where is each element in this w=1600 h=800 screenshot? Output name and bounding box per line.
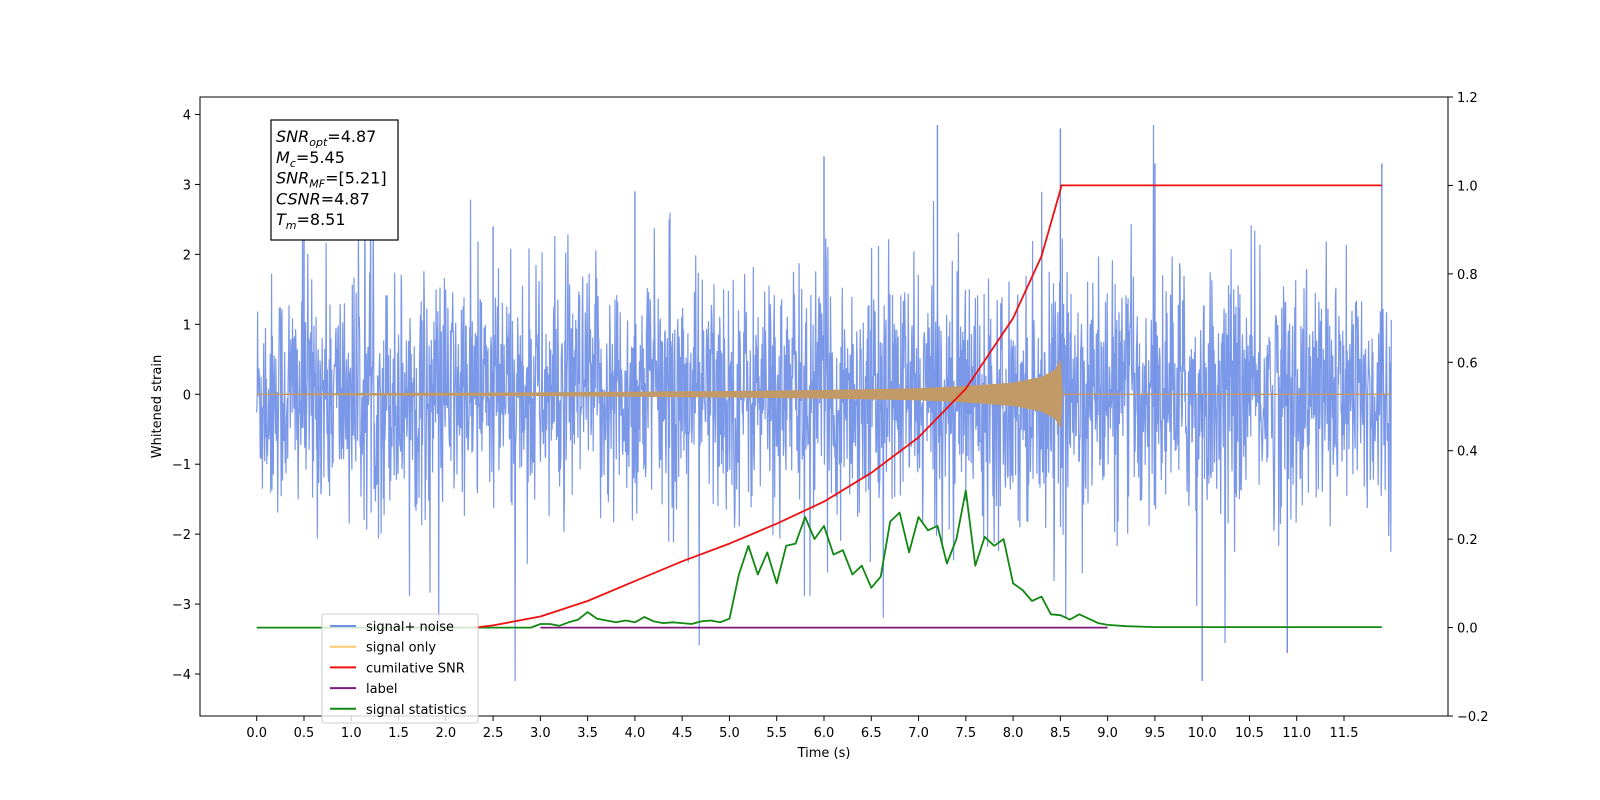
x-tick-label: 5.0 bbox=[719, 726, 740, 741]
x-tick-label: 11.5 bbox=[1330, 726, 1359, 741]
y-tick-label: −2 bbox=[172, 528, 191, 543]
x-tick-label: 8.5 bbox=[1050, 726, 1071, 741]
y-tick-label: 2 bbox=[183, 248, 191, 263]
legend-frame bbox=[321, 613, 479, 724]
y-right-tick-label: −0.2 bbox=[1457, 710, 1489, 725]
x-tick-label: 10.0 bbox=[1188, 726, 1217, 741]
y-tick-label: −4 bbox=[172, 668, 191, 683]
annotation-frame bbox=[270, 119, 399, 241]
annotation-line: SNRopt=4.87 bbox=[276, 127, 376, 149]
y-tick-label: 4 bbox=[183, 108, 191, 123]
axes: 0.0 0.5 1.0 1.5 2.0 2.5 3.0 3.5 4.0 4.5 5.0 5.5 6.0 6… bbox=[150, 91, 1489, 761]
y-right-tick-label: 0.8 bbox=[1457, 268, 1478, 283]
x-tick-label: 8.0 bbox=[1003, 726, 1024, 741]
annotation-line: SNRMF=[5.21] bbox=[276, 169, 387, 191]
x-tick-label: 7.0 bbox=[908, 726, 929, 741]
legend-label: signal only bbox=[366, 641, 436, 656]
x-tick-label: 2.5 bbox=[483, 726, 504, 741]
x-tick-label: 10.5 bbox=[1235, 726, 1264, 741]
legend: signal+ noise signal only cumilative SNR la… bbox=[321, 613, 479, 724]
series-cumilative-snr-line bbox=[474, 184, 1382, 629]
y-right-tick-label: 1.0 bbox=[1457, 179, 1478, 194]
y-tick-label: −1 bbox=[172, 458, 191, 473]
x-tick-label: 9.5 bbox=[1145, 726, 1166, 741]
x-tick-label: 7.5 bbox=[955, 726, 976, 741]
series-signal-statistics-line bbox=[256, 489, 1382, 629]
y-axis-label: Whitened strain bbox=[150, 355, 165, 458]
y-tick-label: 0 bbox=[183, 388, 191, 403]
x-tick-label: 0.0 bbox=[246, 726, 267, 741]
x-tick-label: 6.0 bbox=[814, 726, 835, 741]
x-tick-label: 1.5 bbox=[388, 726, 409, 741]
x-tick-label: 9.0 bbox=[1097, 726, 1118, 741]
x-tick-label: 3.5 bbox=[577, 726, 598, 741]
x-tick-label: 5.5 bbox=[766, 726, 787, 741]
legend-label: label bbox=[366, 682, 397, 697]
y-tick-label: 3 bbox=[183, 178, 191, 193]
x-tick-label: 4.5 bbox=[672, 726, 693, 741]
y-right-tick-label: 0.2 bbox=[1457, 533, 1478, 548]
x-tick-label: 4.0 bbox=[625, 726, 646, 741]
annotation-line: CSNR=4.87 bbox=[276, 189, 370, 208]
x-tick-label: 3.0 bbox=[530, 726, 551, 741]
x-tick-label: 0.5 bbox=[294, 726, 315, 741]
annotation-line: Tm=8.51 bbox=[276, 210, 346, 232]
annotation-line: Mc=5.45 bbox=[276, 148, 345, 170]
y-tick-label: −3 bbox=[172, 598, 191, 613]
x-tick-label: 2.0 bbox=[435, 726, 456, 741]
y-right-tick-label: 1.2 bbox=[1457, 91, 1478, 106]
x-tick-label: 11.0 bbox=[1282, 726, 1311, 741]
y-right-tick-label: 0.6 bbox=[1457, 356, 1478, 371]
x-tick-label: 1.0 bbox=[341, 726, 362, 741]
y-right-tick-label: 0.4 bbox=[1457, 445, 1478, 460]
legend-label: signal statistics bbox=[366, 703, 467, 718]
legend-label: signal+ noise bbox=[366, 620, 454, 635]
legend-label: cumilative SNR bbox=[366, 661, 465, 676]
x-tick-label: 6.5 bbox=[861, 726, 882, 741]
y-tick-label: 1 bbox=[183, 318, 191, 333]
y-right-tick-label: 0.0 bbox=[1457, 622, 1478, 637]
plot-area bbox=[256, 124, 1392, 682]
x-axis-label: Time (s) bbox=[797, 746, 851, 761]
